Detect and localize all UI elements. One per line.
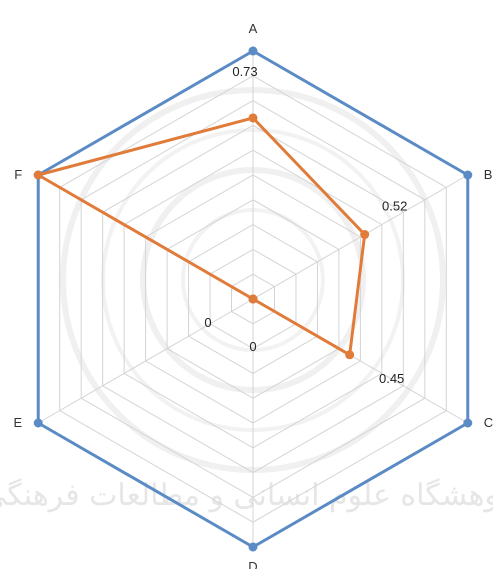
data-label: 0 [204,315,211,330]
series-line [36,116,367,357]
data-point [33,170,43,180]
data-label: 0.73 [232,64,257,79]
axis-label-f: F [14,167,22,182]
data-point [33,418,43,428]
axis-label-e: E [14,415,23,430]
data-point [248,294,258,304]
data-point [248,542,258,552]
data-point [463,418,473,428]
data-label: 0.52 [382,199,407,214]
data-point [360,230,370,240]
radar-series [33,46,473,552]
axis-label-d: D [248,559,257,569]
grid-spoke [252,174,469,300]
data-point [248,46,258,56]
data-label: 0.45 [379,371,404,386]
axis-label-b: B [484,167,493,182]
axis-label-c: C [484,415,493,430]
data-point [345,350,355,360]
grid-spoke [37,298,254,424]
radar-labels: 0.73 0.52 0.45 0 0 A B C D E F [14,21,493,569]
data-label: 0 [249,339,256,354]
data-point [248,113,258,123]
watermark-text: پژوهشگاه علوم انسانی و مطالعات فرهنگی [0,478,493,513]
data-point [463,170,473,180]
axis-label-a: A [249,21,258,36]
